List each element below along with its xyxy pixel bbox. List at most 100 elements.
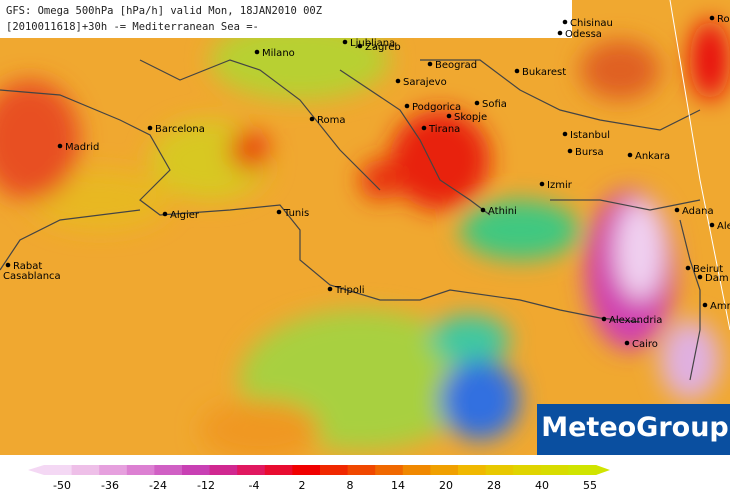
city-label: Podgorica [412,102,461,113]
header-line: GFS: Omega 500hPa [hPa/h] valid Mon, 18J… [6,5,322,17]
legend-label: -12 [197,479,215,492]
city-dot [474,100,480,106]
city-label: Milano [262,48,295,59]
legend-swatch [99,465,128,475]
city-label: Izmir [547,180,573,191]
city-label: Tripoli [334,285,365,296]
city-label: Adana [682,206,714,217]
legend-swatch [375,465,404,475]
city-label: Beirut [693,264,723,275]
map-field [0,0,730,455]
city-dot [357,43,363,49]
city-dot [427,61,433,67]
city-label: Odessa [565,29,602,40]
legend-label: 40 [535,479,549,492]
city-dot [342,39,348,45]
city-label: Skopje [454,112,487,123]
legend-label: 28 [487,479,501,492]
city-label: Alexandria [609,315,662,326]
logo-box [537,404,730,455]
logo: MeteoGroup [541,412,729,443]
city-dot [327,286,333,292]
legend-swatch [402,465,431,475]
coastline [0,59,701,381]
city-label: Bursa [575,147,604,158]
city-dot [446,113,452,119]
legend-swatch [154,465,183,475]
city-dot [5,262,11,268]
legend-label: 55 [583,479,597,492]
legend-swatch [485,465,514,475]
city-label: Ankara [635,151,670,162]
city-dot [162,211,168,217]
city-label: Tirana [428,124,460,135]
city-label: Ro [717,14,730,25]
city-label: Roma [317,115,346,126]
city-dot [624,340,630,346]
legend-swatch [126,465,155,475]
city-label: Amm [710,301,730,312]
city-label: Tunis [283,208,309,219]
city-dot [539,181,545,187]
legend-swatch [347,465,376,475]
city-label: Sarajevo [403,77,447,88]
header-line: [2010011618]+30h -= Mediterranean Sea =- [6,21,259,33]
legend-swatch [458,465,487,475]
legend-label: 2 [299,479,306,492]
city-dot [147,125,153,131]
city-dot [276,209,282,215]
city-label: Barcelona [155,124,205,135]
city-label: Sofia [482,99,507,110]
city-dot [557,30,563,36]
map-edge [669,0,730,331]
city-label: Rabat [13,261,42,272]
city-dot [404,103,410,109]
legend-label: -36 [101,479,119,492]
header-box [0,0,572,38]
city-dot [562,19,568,25]
city-label: Athini [488,206,517,217]
city-dot [480,207,486,213]
legend-swatch [320,465,349,475]
city-label: Algier [170,210,200,221]
legend-label: 8 [347,479,354,492]
legend-swatch [209,465,238,475]
city-dot [57,143,63,149]
city-dot [421,125,427,131]
legend-label: -4 [249,479,260,492]
city-dot [562,131,568,137]
city-label: Cairo [632,339,658,350]
legend-swatch [44,465,73,475]
city-dot [702,302,708,308]
city-label: Bukarest [522,67,566,78]
legend-swatch [568,465,597,475]
city-label: Dam [705,273,729,284]
color-legend: -50 -36 -24 -12 -4 2 8 14 20 28 40 55 [28,465,610,492]
legend-swatch [430,465,459,475]
city-dot [685,265,691,271]
city-dot [709,15,715,21]
legend-swatch [513,465,542,475]
legend-label: -50 [53,479,71,492]
city-label: Casablanca [3,271,61,282]
legend-swatch [71,465,100,475]
city-dot [601,316,607,322]
legend-swatch [237,465,266,475]
legend-swatch [292,465,321,475]
legend-swatch [182,465,211,475]
city-label: Chisinau [570,18,613,29]
city-dot [697,274,703,280]
city-label: Beograd [435,60,477,71]
legend-label: 14 [391,479,405,492]
city-label: Ale [717,221,730,232]
legend-end [596,465,610,475]
city-dot [674,207,680,213]
city-dot [567,148,573,154]
city-label: Madrid [65,142,99,153]
legend-swatch [264,465,293,475]
city-label: Istanbul [570,130,610,141]
city-dot [514,68,520,74]
city-label: Zagreb [365,42,401,53]
city-label: Ljubljana [350,38,395,49]
